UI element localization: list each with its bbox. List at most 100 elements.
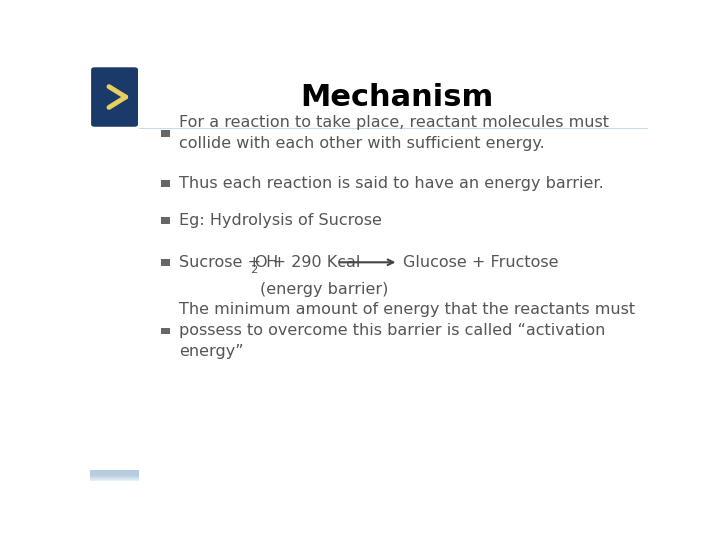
Bar <box>90 475 139 480</box>
Bar <box>139 128 648 129</box>
Bar <box>139 128 648 129</box>
Bar <box>139 128 648 129</box>
Bar <box>139 128 648 129</box>
Bar <box>139 128 648 129</box>
Bar <box>161 259 170 266</box>
Bar <box>90 472 139 478</box>
Bar <box>90 475 139 480</box>
Bar <box>90 472 139 477</box>
Bar <box>90 473 139 478</box>
Bar <box>90 472 139 477</box>
Bar <box>90 472 139 477</box>
Bar <box>139 128 648 129</box>
Bar <box>90 474 139 478</box>
Bar <box>90 475 139 480</box>
Bar <box>90 475 139 481</box>
Bar <box>161 218 170 224</box>
Bar <box>90 475 139 480</box>
Bar <box>90 475 139 480</box>
Bar <box>90 472 139 478</box>
Bar <box>90 471 139 476</box>
Bar <box>90 473 139 478</box>
Bar <box>90 471 139 476</box>
Bar <box>90 475 139 480</box>
Bar <box>139 128 648 129</box>
Bar <box>139 128 648 129</box>
Bar <box>90 474 139 479</box>
Bar <box>90 474 139 479</box>
Bar <box>90 475 139 480</box>
Bar <box>90 472 139 477</box>
Bar <box>90 473 139 478</box>
Bar <box>90 474 139 479</box>
Bar <box>139 128 648 129</box>
Bar <box>139 128 648 129</box>
Bar <box>90 474 139 480</box>
Bar <box>139 127 648 129</box>
Bar <box>90 471 139 476</box>
Text: Thus each reaction is said to have an energy barrier.: Thus each reaction is said to have an en… <box>179 176 604 191</box>
Text: Eg: Hydrolysis of Sucrose: Eg: Hydrolysis of Sucrose <box>179 213 382 228</box>
Bar <box>90 471 139 476</box>
Bar <box>139 128 648 129</box>
Bar <box>90 474 139 479</box>
Bar <box>90 470 139 475</box>
Bar <box>139 128 648 129</box>
Text: For a reaction to take place, reactant molecules must
collide with each other wi: For a reaction to take place, reactant m… <box>179 116 609 151</box>
Bar <box>139 128 648 129</box>
Bar <box>139 128 648 129</box>
Bar <box>139 128 648 129</box>
Bar <box>139 128 648 129</box>
Bar <box>139 128 648 129</box>
Text: 2: 2 <box>250 265 257 275</box>
Bar <box>90 475 139 481</box>
Bar <box>90 475 139 481</box>
Bar <box>139 128 648 129</box>
Bar <box>139 128 648 129</box>
Bar <box>90 475 139 481</box>
Bar <box>139 128 648 129</box>
Bar <box>161 180 170 187</box>
Bar <box>90 471 139 477</box>
Bar <box>139 128 648 129</box>
Bar <box>90 472 139 478</box>
Bar <box>139 128 648 129</box>
Bar <box>139 128 648 129</box>
Bar <box>90 474 139 479</box>
Bar <box>90 474 139 480</box>
Bar <box>139 128 648 129</box>
Bar <box>90 475 139 480</box>
Text: Glucose + Fructose: Glucose + Fructose <box>402 255 558 270</box>
Text: Mechanism: Mechanism <box>300 83 493 112</box>
Bar <box>90 472 139 477</box>
Bar <box>90 474 139 479</box>
Bar <box>90 472 139 478</box>
Bar <box>139 127 648 129</box>
Bar <box>90 471 139 477</box>
Bar <box>139 127 648 129</box>
Bar <box>90 475 139 480</box>
Text: O + 290 Kcal: O + 290 Kcal <box>256 255 361 270</box>
Bar <box>90 471 139 476</box>
Bar <box>139 128 648 129</box>
Bar <box>90 470 139 476</box>
Bar <box>90 474 139 478</box>
Bar <box>161 130 170 137</box>
Bar <box>90 473 139 478</box>
Bar <box>90 474 139 479</box>
Bar <box>90 472 139 477</box>
Bar <box>90 472 139 477</box>
Bar <box>90 474 139 479</box>
Bar <box>90 470 139 476</box>
Text: The minimum amount of energy that the reactants must
possess to overcome this ba: The minimum amount of energy that the re… <box>179 302 636 360</box>
Bar <box>139 128 648 129</box>
Bar <box>139 128 648 129</box>
Bar <box>90 475 139 480</box>
Bar <box>139 127 648 129</box>
Bar <box>139 128 648 129</box>
Bar <box>139 128 648 129</box>
Bar <box>90 471 139 476</box>
Bar <box>139 128 648 129</box>
Bar <box>90 474 139 480</box>
Bar <box>90 470 139 476</box>
